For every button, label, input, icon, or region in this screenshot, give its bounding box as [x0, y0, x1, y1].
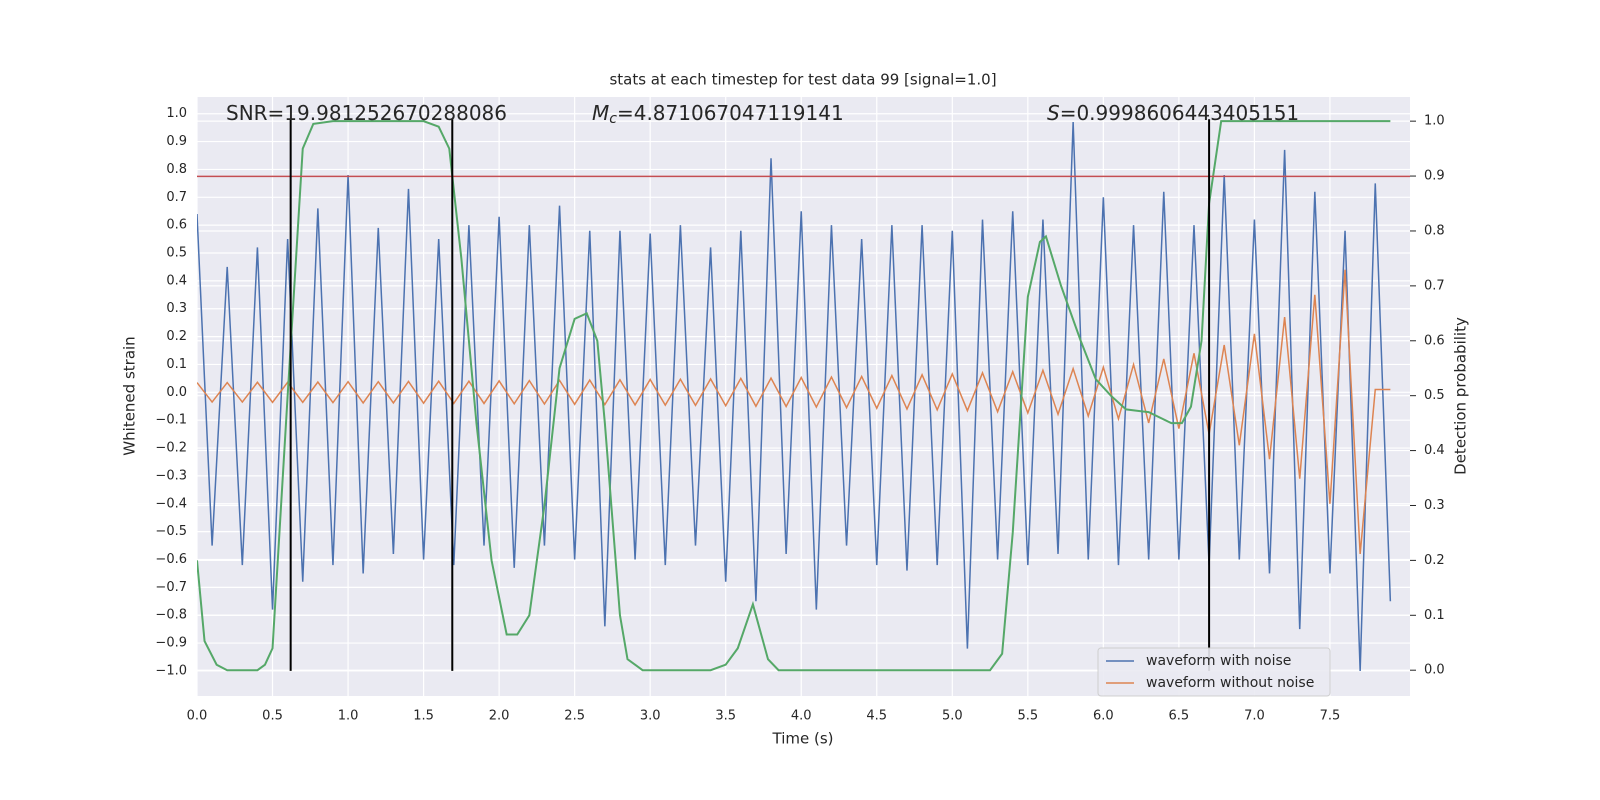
y-tick-label: −0.2	[155, 441, 187, 456]
x-tick-label: 4.5	[866, 709, 887, 724]
x-axis-label: Time (s)	[772, 730, 834, 748]
y2-tick-label: 0.8	[1424, 223, 1445, 238]
annotation-symbol: S	[1047, 101, 1060, 125]
x-tick-label: 3.5	[715, 709, 736, 724]
annotation-symbol: M	[592, 101, 609, 125]
annotation-text: =4.871067047119141	[617, 101, 844, 125]
chart-title: stats at each timestep for test data 99 …	[609, 71, 996, 89]
x-tick-label: 5.5	[1017, 709, 1038, 724]
probability-line	[197, 120, 1391, 672]
y-tick-label: −0.6	[155, 552, 187, 567]
y2-tick-label: 0.1	[1424, 608, 1445, 623]
legend-box	[1097, 647, 1331, 697]
x-tick-label: 0.0	[187, 709, 208, 724]
x-tick-label: 1.5	[413, 709, 434, 724]
y-axis-label: Whitened strain	[121, 336, 139, 455]
y-tick-label: 0.6	[166, 218, 187, 233]
annotation: SNR=19.981252670288086	[226, 101, 507, 125]
y2-tick-label: 0.3	[1424, 498, 1445, 513]
annotation: S=0.9998606443405151	[1047, 101, 1299, 125]
y-tick-label: 0.8	[166, 162, 187, 177]
y2-axis-label: Detection probability	[1452, 317, 1470, 475]
y-tick-label: 0.4	[166, 273, 187, 288]
y2-tick-label: 0.9	[1424, 169, 1445, 184]
y2-tick-label: 0.5	[1424, 388, 1445, 403]
annotation: Mc=4.871067047119141	[592, 101, 844, 128]
y2-tick-label: 1.0	[1424, 114, 1445, 129]
x-tick-label: 6.0	[1093, 709, 1114, 724]
y-tick-label: 0.9	[166, 134, 187, 149]
x-tick-label: 7.5	[1320, 709, 1341, 724]
x-tick-label: 4.0	[791, 709, 812, 724]
y-tick-label: 0.0	[166, 385, 187, 400]
y-tick-label: −0.1	[155, 413, 187, 428]
x-tick-label: 7.0	[1244, 709, 1265, 724]
x-tick-label: 5.0	[942, 709, 963, 724]
y-tick-label: 0.7	[166, 190, 187, 205]
y-tick-label: −0.7	[155, 580, 187, 595]
y-tick-label: 0.3	[166, 301, 187, 316]
legend-label: waveform with noise	[1146, 653, 1291, 669]
plot-area	[197, 97, 1410, 696]
y-tick-label: 0.1	[166, 357, 187, 372]
y2-tick-label: 0.7	[1424, 278, 1445, 293]
x-tick-label: 2.0	[489, 709, 510, 724]
x-tick-label: 6.5	[1169, 709, 1190, 724]
y-tick-label: 0.5	[166, 246, 187, 261]
series-line	[197, 269, 1391, 554]
annotation-text: =0.9998606443405151	[1060, 101, 1299, 125]
y-tick-label: −0.9	[155, 636, 187, 651]
y-tick-label: −0.3	[155, 468, 187, 483]
x-tick-label: 0.5	[262, 709, 283, 724]
y-tick-label: −0.8	[155, 608, 187, 623]
x-tick-label: 2.5	[564, 709, 585, 724]
y2-tick-label: 0.4	[1424, 443, 1445, 458]
y2-tick-label: 0.6	[1424, 333, 1445, 348]
x-tick-label: 3.0	[640, 709, 661, 724]
y-tick-label: −0.5	[155, 524, 187, 539]
y-tick-label: −1.0	[155, 663, 187, 678]
y-tick-label: −0.4	[155, 496, 187, 511]
annotation-subscript: c	[609, 111, 617, 127]
y2-tick-label: 0.2	[1424, 553, 1445, 568]
y2-tick-label: 0.0	[1424, 663, 1445, 678]
y-tick-label: 1.0	[166, 106, 187, 121]
y-tick-label: 0.2	[166, 329, 187, 344]
annotation-text: SNR=19.981252670288086	[226, 101, 507, 125]
legend-label: waveform without noise	[1146, 675, 1314, 691]
x-tick-label: 1.0	[338, 709, 359, 724]
series-line	[197, 122, 1392, 671]
